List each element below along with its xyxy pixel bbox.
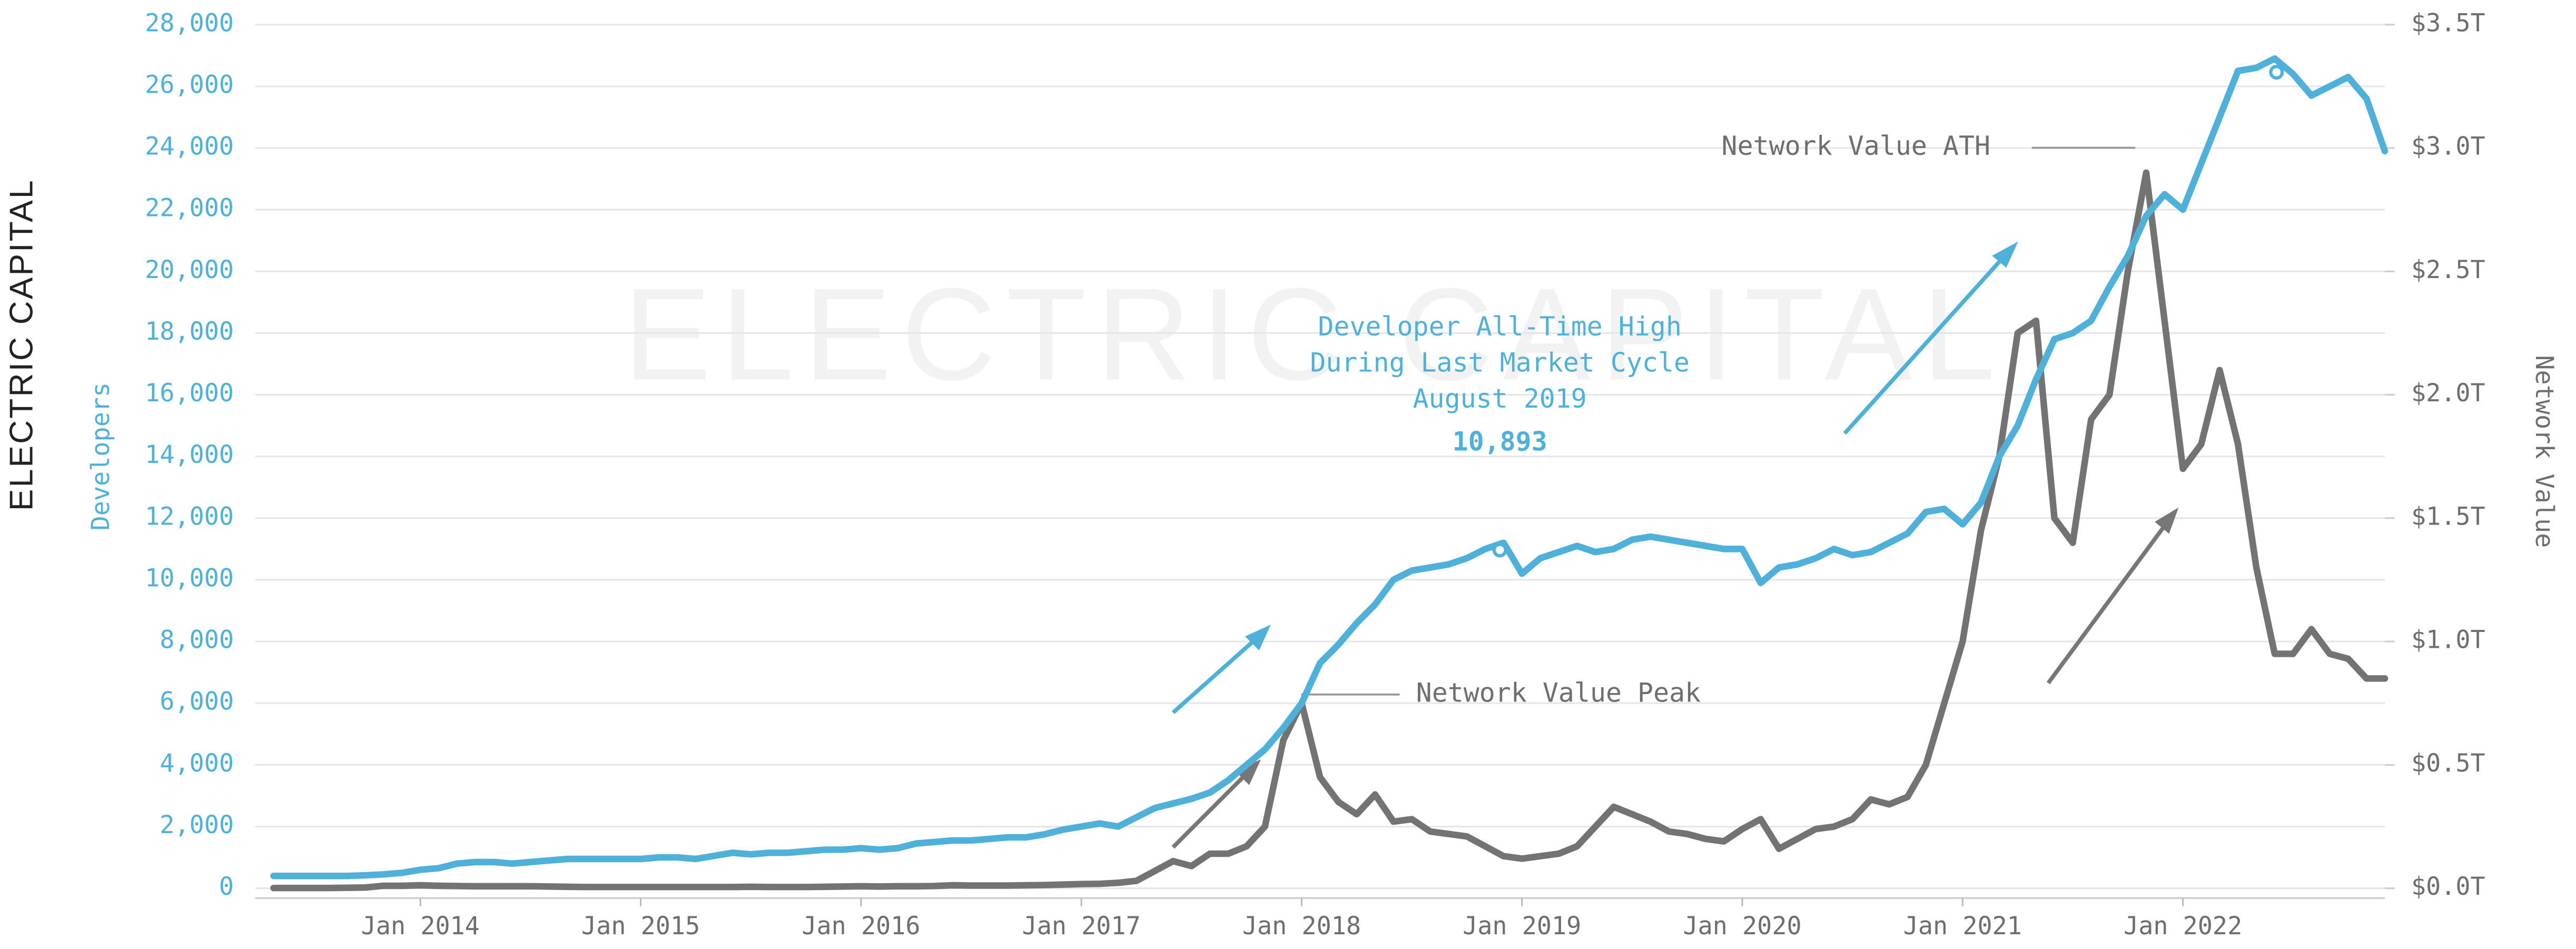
y-tick-label: 8,000 bbox=[160, 626, 234, 655]
arrow-head bbox=[2155, 507, 2179, 534]
arrow-head bbox=[1245, 625, 1271, 651]
y-tick-label: 12,000 bbox=[145, 502, 234, 531]
arrow bbox=[1171, 767, 1254, 849]
highlight-dot bbox=[1492, 542, 1507, 558]
x-tick-label: Jan 2022 bbox=[2124, 912, 2242, 941]
grid bbox=[255, 24, 2395, 906]
y-tick-label: 0 bbox=[219, 873, 234, 901]
annotation: Developer All-Time High bbox=[1318, 311, 1682, 342]
y-tick-label: 2,000 bbox=[160, 811, 234, 839]
x-tick-label: Jan 2015 bbox=[581, 912, 700, 941]
x-tick-label: Jan 2018 bbox=[1242, 912, 1361, 941]
arrows bbox=[1171, 146, 2179, 849]
series-line bbox=[270, 169, 2389, 892]
x-tick-label: Jan 2016 bbox=[802, 912, 920, 941]
arrow bbox=[2046, 517, 2172, 685]
y-tick-label: 6,000 bbox=[160, 688, 234, 716]
y-tick-label: 10,000 bbox=[145, 564, 234, 592]
y-tick-label: 18,000 bbox=[145, 318, 234, 346]
annotation: August 2019 bbox=[1413, 383, 1587, 414]
logo: ELECTRIC CAPITAL bbox=[3, 179, 40, 511]
y2-tick-label: $1.5T bbox=[2411, 502, 2485, 531]
x-tick-label: Jan 2017 bbox=[1022, 912, 1141, 941]
annotation: Network Value Peak bbox=[1416, 677, 1701, 708]
series-line bbox=[270, 55, 2389, 879]
arrow-head bbox=[1992, 241, 2018, 268]
y-tick-label: 16,000 bbox=[145, 379, 234, 408]
y2-tick-label: $2.0T bbox=[2411, 379, 2485, 408]
x-tick-label: Jan 2014 bbox=[361, 912, 480, 941]
y-tick-label: 4,000 bbox=[160, 749, 234, 778]
watermark: ELECTRIC CAPITAL bbox=[624, 261, 2005, 408]
y-tick-label: 20,000 bbox=[145, 256, 234, 284]
y2-tick-label: $0.5T bbox=[2411, 749, 2485, 778]
y-tick-label: 28,000 bbox=[145, 9, 234, 37]
y2-tick-label: $2.5T bbox=[2411, 256, 2485, 284]
y2-tick-label: $1.0T bbox=[2411, 626, 2485, 655]
plot-area bbox=[270, 55, 2389, 892]
highlight-dot bbox=[2269, 65, 2284, 80]
arrow bbox=[1843, 250, 2011, 435]
y-tick-label: 14,000 bbox=[145, 441, 234, 469]
x-tick-label: Jan 2019 bbox=[1463, 912, 1581, 941]
annotation-value: 10,893 bbox=[1453, 426, 1547, 457]
y-tick-label: 22,000 bbox=[145, 194, 234, 223]
arrow bbox=[1171, 632, 1264, 714]
y-axis-title: Developers bbox=[87, 382, 115, 530]
x-tick-label: Jan 2020 bbox=[1683, 912, 1801, 941]
annotation: Network Value ATH bbox=[1722, 131, 1990, 161]
y2-tick-label: $3.0T bbox=[2411, 133, 2485, 161]
x-tick-label: Jan 2021 bbox=[1903, 912, 2022, 941]
y-tick-label: 26,000 bbox=[145, 71, 234, 99]
y-tick-label: 24,000 bbox=[145, 133, 234, 161]
annotation: During Last Market Cycle bbox=[1310, 348, 1690, 378]
y2-tick-label: $0.0T bbox=[2411, 873, 2485, 901]
y2-tick-label: $3.5T bbox=[2411, 9, 2485, 37]
y2-axis-title: Network Value bbox=[2530, 355, 2558, 548]
